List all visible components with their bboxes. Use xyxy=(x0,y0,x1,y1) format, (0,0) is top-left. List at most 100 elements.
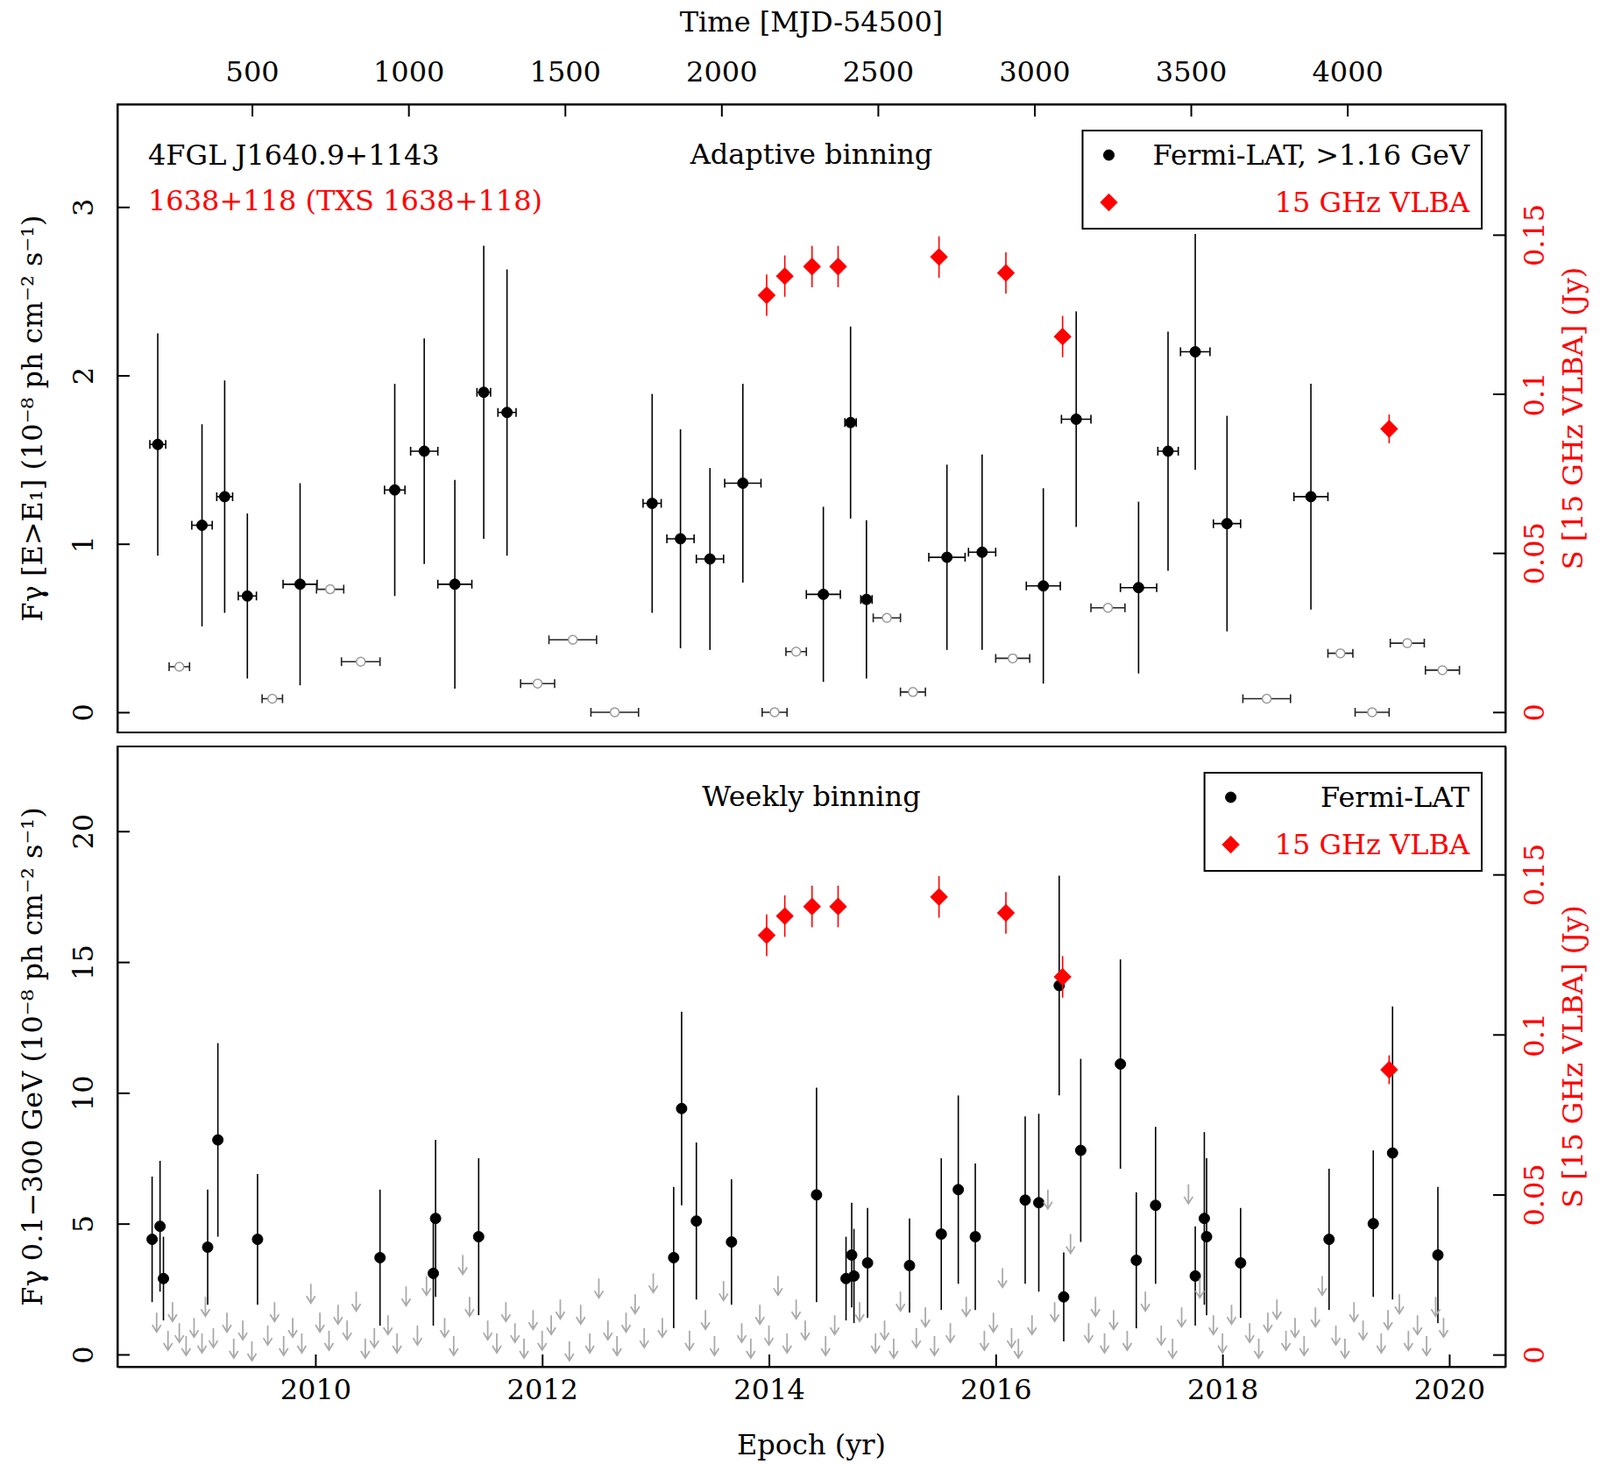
upper-limit xyxy=(1050,1302,1060,1322)
upper-limit xyxy=(896,1291,906,1311)
point xyxy=(969,1231,981,1243)
point xyxy=(818,588,829,600)
x-tick-label: 2018 xyxy=(1187,1373,1259,1407)
point xyxy=(1075,1145,1086,1156)
y2-tick-mark xyxy=(1493,1194,1506,1197)
point xyxy=(1235,1257,1247,1268)
x-error-bar xyxy=(549,635,597,645)
x-error-bar xyxy=(1390,638,1425,648)
point xyxy=(356,657,366,666)
y2-tick: 0.15 xyxy=(1493,843,1551,907)
point xyxy=(1367,1218,1379,1230)
point xyxy=(941,552,953,563)
upper-limit xyxy=(1430,1296,1440,1317)
x-error-bar xyxy=(1327,649,1353,659)
x-tick-mark xyxy=(768,1354,771,1367)
upper-limit xyxy=(1043,1189,1053,1210)
y-axis-title: Fγ 0.1−300 GeV (10⁻⁸ ph cm⁻² s⁻¹) xyxy=(15,807,50,1306)
upper-limit xyxy=(1245,1323,1254,1343)
x2-tick-mark xyxy=(564,104,567,117)
y2-tick: 0 xyxy=(1493,703,1551,722)
title: Adaptive binning xyxy=(689,137,934,171)
upper-limit xyxy=(603,1320,613,1340)
x-tick: 2020 xyxy=(1414,1354,1486,1407)
x-error-bar xyxy=(384,485,405,495)
legend-marker xyxy=(1225,792,1237,803)
point xyxy=(1054,328,1071,346)
point xyxy=(829,898,847,915)
y-tick-mark xyxy=(117,1092,130,1095)
upper-limit xyxy=(1349,1302,1359,1322)
upper-limit xyxy=(369,1328,379,1348)
legend: Fermi-LAT15 GHz VLBA xyxy=(1204,772,1482,871)
x2-tick-label: 500 xyxy=(226,55,280,89)
upper-limit xyxy=(1177,1307,1187,1327)
upper-limit xyxy=(1156,1325,1166,1346)
y-tick: 3 xyxy=(66,198,130,217)
upper-limit xyxy=(621,1312,631,1332)
upper-limit xyxy=(1281,1330,1291,1351)
panel-1: 0510152000.050.10.1520102012201420162018… xyxy=(15,746,1590,1462)
point xyxy=(155,1221,166,1232)
annotation: 4FGL J1640.9+1143 xyxy=(148,138,440,172)
point xyxy=(1189,346,1201,358)
upper-limit xyxy=(630,1294,640,1314)
upper-limit xyxy=(333,1304,343,1324)
x2-tick-mark xyxy=(721,104,723,117)
x-error-bar xyxy=(316,585,344,595)
x-error-bar xyxy=(1061,414,1091,424)
x2-tick-mark xyxy=(408,104,411,117)
point xyxy=(568,635,578,645)
y-tick-label: 1 xyxy=(66,535,100,553)
x-error-bar xyxy=(1090,603,1126,613)
upper-limit xyxy=(401,1286,411,1306)
x2-tick: 1000 xyxy=(373,55,445,117)
y-tick-mark xyxy=(117,1223,130,1225)
upper-limit xyxy=(1340,1338,1350,1359)
x-error-bar xyxy=(191,521,213,531)
upper-limit xyxy=(501,1302,510,1322)
y-tick: 1 xyxy=(66,535,130,553)
x2-tick-label: 3500 xyxy=(1155,55,1227,89)
upper-limit xyxy=(342,1320,352,1340)
upper-limit xyxy=(510,1323,520,1343)
point xyxy=(473,1231,484,1243)
legend-label: Fermi-LAT xyxy=(1320,780,1471,815)
point xyxy=(882,613,892,623)
y2-tick: 0.05 xyxy=(1493,522,1551,585)
x-tick: 2010 xyxy=(280,1354,352,1407)
upper-limit xyxy=(889,1338,899,1359)
point xyxy=(930,888,948,906)
point xyxy=(846,1249,857,1261)
upper-limit xyxy=(306,1283,316,1303)
upper-limit xyxy=(175,1323,185,1343)
y-tick-label: 2 xyxy=(66,367,100,385)
upper-limit xyxy=(222,1312,232,1332)
upper-limit xyxy=(412,1325,422,1346)
upper-limit xyxy=(297,1333,306,1353)
y2-tick-label: 0.05 xyxy=(1517,522,1551,585)
point xyxy=(1058,1291,1070,1303)
point xyxy=(375,1252,386,1263)
x-tick-mark xyxy=(314,1354,317,1367)
x-error-bar xyxy=(666,534,694,544)
point xyxy=(533,679,543,688)
upper-limit xyxy=(998,1267,1007,1288)
x-error-bar xyxy=(1026,581,1061,591)
x-axis: 201020122014201620182020 xyxy=(118,1354,1507,1407)
upper-limit xyxy=(782,1333,792,1353)
upper-limit xyxy=(324,1330,333,1351)
upper-limit xyxy=(546,1315,556,1335)
x-error-bar xyxy=(696,554,724,564)
x-error-bar xyxy=(844,417,857,427)
point xyxy=(704,553,716,565)
point xyxy=(935,1229,947,1240)
point xyxy=(646,498,658,510)
y2-tick-mark xyxy=(1493,1033,1506,1036)
upper-limit xyxy=(1027,1315,1037,1335)
series-1 xyxy=(169,585,1460,717)
upper-limit xyxy=(1331,1325,1341,1346)
point xyxy=(502,407,513,418)
x2-tick: 4000 xyxy=(1311,55,1383,117)
point xyxy=(1323,1234,1335,1246)
